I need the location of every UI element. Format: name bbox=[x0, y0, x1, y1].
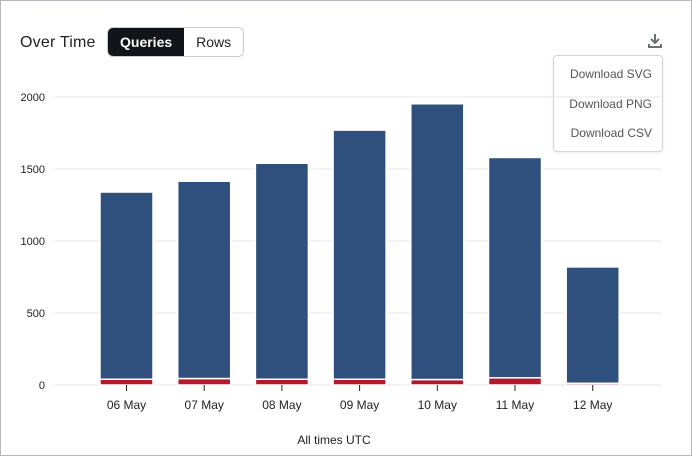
y-tick-label: 2000 bbox=[21, 92, 45, 104]
bar-segment-upper[interactable] bbox=[176, 180, 232, 380]
x-tick-label: 10 May bbox=[418, 398, 457, 412]
y-tick-label: 1000 bbox=[21, 236, 45, 248]
download-svg-item[interactable]: Download SVG bbox=[569, 67, 652, 81]
bar-segment-upper[interactable] bbox=[254, 162, 310, 380]
x-tick-label: 08 May bbox=[262, 398, 301, 412]
y-tick-label: 500 bbox=[27, 308, 45, 320]
bar-segment-upper[interactable] bbox=[99, 191, 154, 380]
tab-rows[interactable]: Rows bbox=[184, 28, 244, 56]
bar-segment-upper[interactable] bbox=[487, 156, 543, 379]
x-tick-label: 12 May bbox=[573, 398, 612, 412]
download-icon[interactable] bbox=[646, 32, 664, 50]
bars bbox=[99, 103, 620, 386]
x-tick-label: 06 May bbox=[107, 398, 146, 412]
bar-segment-lower[interactable] bbox=[410, 378, 465, 386]
view-toggle: Queries Rows bbox=[107, 27, 245, 57]
y-tick-label: 0 bbox=[39, 380, 45, 392]
bar-segment-lower[interactable] bbox=[487, 377, 543, 386]
x-tick-label: 11 May bbox=[496, 398, 534, 412]
x-axis-label: All times UTC bbox=[297, 433, 371, 447]
x-tick-label: 09 May bbox=[340, 398, 379, 412]
x-tick-label: 07 May bbox=[185, 398, 224, 412]
y-tick-label: 1500 bbox=[21, 164, 45, 176]
bar-segment-lower[interactable] bbox=[176, 377, 232, 386]
y-axis-ticks: 0 500 1000 1500 2000 bbox=[21, 92, 45, 392]
bar-segment-lower[interactable] bbox=[332, 378, 387, 386]
tab-queries[interactable]: Queries bbox=[108, 28, 185, 56]
bar-segment-lower[interactable] bbox=[254, 378, 310, 386]
chart-title: Over Time bbox=[20, 34, 96, 51]
download-menu: Download SVG Download PNG Download CSV bbox=[553, 55, 663, 152]
download-png-item[interactable]: Download PNG bbox=[569, 97, 652, 111]
bar-segment-upper[interactable] bbox=[410, 103, 465, 381]
bar-segment-upper[interactable] bbox=[332, 129, 387, 380]
download-csv-item[interactable]: Download CSV bbox=[570, 126, 652, 140]
bar-segment-upper[interactable] bbox=[565, 266, 620, 385]
bar-segment-lower[interactable] bbox=[99, 378, 154, 386]
x-axis-ticks: 06 May 07 May 08 May 09 May 10 May 11 May 12 M… bbox=[107, 385, 612, 412]
